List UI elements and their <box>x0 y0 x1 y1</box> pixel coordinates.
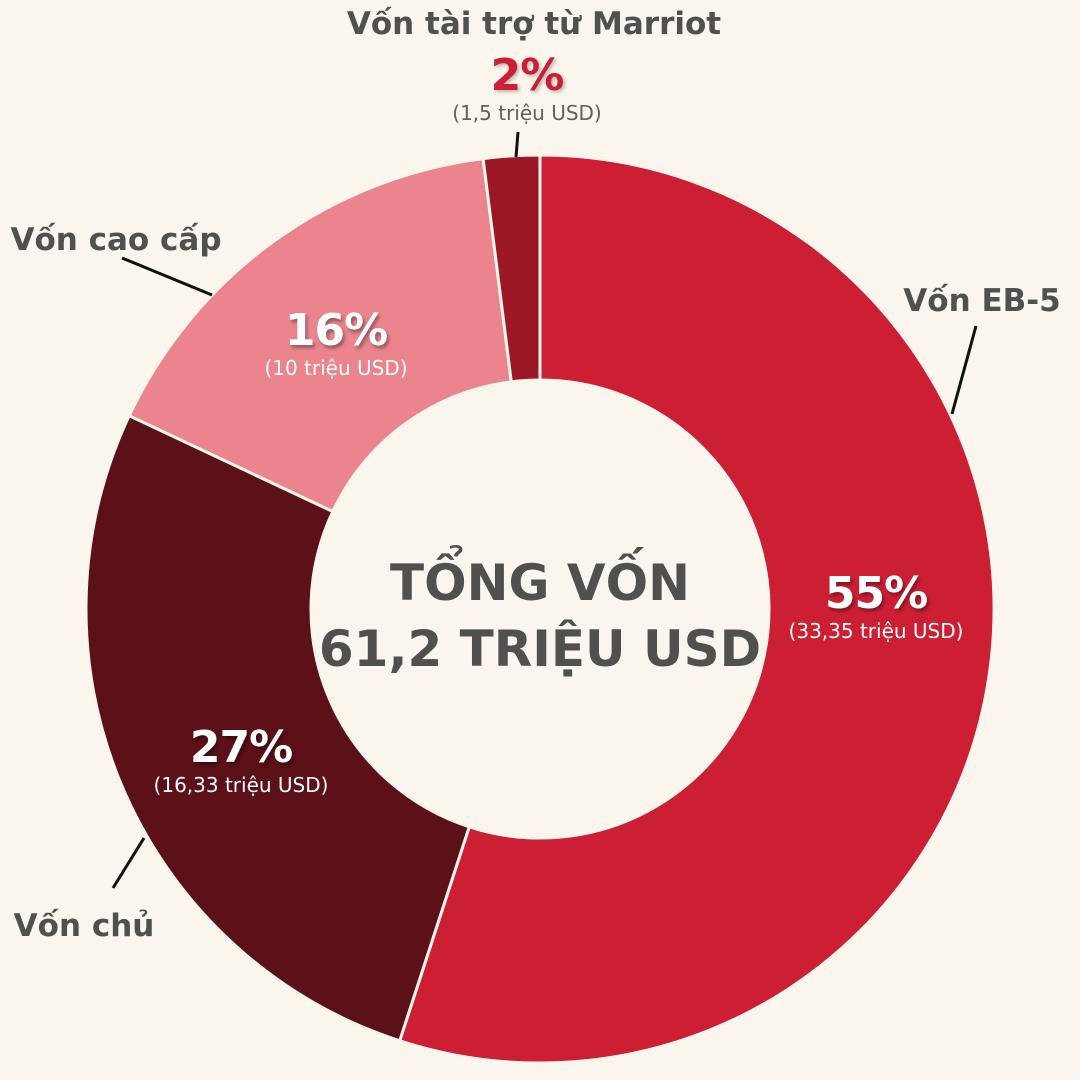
slice-label-chu: 27% (16,33 triệu USD) <box>154 722 329 797</box>
leader-line-eb5 <box>950 325 978 415</box>
slice-label-marriot: 2% (1,5 triệu USD) <box>452 50 601 125</box>
slice-chu <box>84 413 472 1043</box>
slice-percent-chu: 27% <box>189 722 293 773</box>
slice-name-cao-cap: Vốn cao cấp <box>10 222 222 258</box>
slice-cao-cap <box>127 156 513 514</box>
slice-percent-marriot: 2% <box>490 50 565 101</box>
slice-eb5 <box>397 153 996 1065</box>
center-title-line2: 61,2 TRIỆU USD <box>318 620 762 678</box>
slice-name-chu: Vốn chủ <box>13 908 155 944</box>
leader-line-chu <box>111 837 146 889</box>
center-total: TỔNG VỐN 61,2 TRIỆU USD <box>319 550 761 682</box>
slice-name-eb5: Vốn EB-5 <box>903 283 1061 319</box>
slice-label-eb5: 55% (33,35 triệu USD) <box>789 568 964 643</box>
slice-amount-chu: (16,33 triệu USD) <box>153 773 329 797</box>
center-title-line1: TỔNG VỐN <box>390 554 690 612</box>
slice-percent-eb5: 55% <box>824 568 928 619</box>
slice-marriot <box>481 153 542 384</box>
slice-amount-marriot: (1,5 triệu USD) <box>452 101 602 125</box>
slice-percent-cao-cap: 16% <box>284 305 388 356</box>
slice-amount-cao-cap: (10 triệu USD) <box>264 356 408 380</box>
slice-label-cao-cap: 16% (10 triệu USD) <box>264 305 407 380</box>
leader-line-marriot <box>514 131 520 158</box>
leader-line-cao-cap <box>121 256 213 297</box>
slice-amount-eb5: (33,35 triệu USD) <box>788 619 964 643</box>
slice-name-marriot: Vốn tài trợ từ Marriot <box>346 6 722 42</box>
